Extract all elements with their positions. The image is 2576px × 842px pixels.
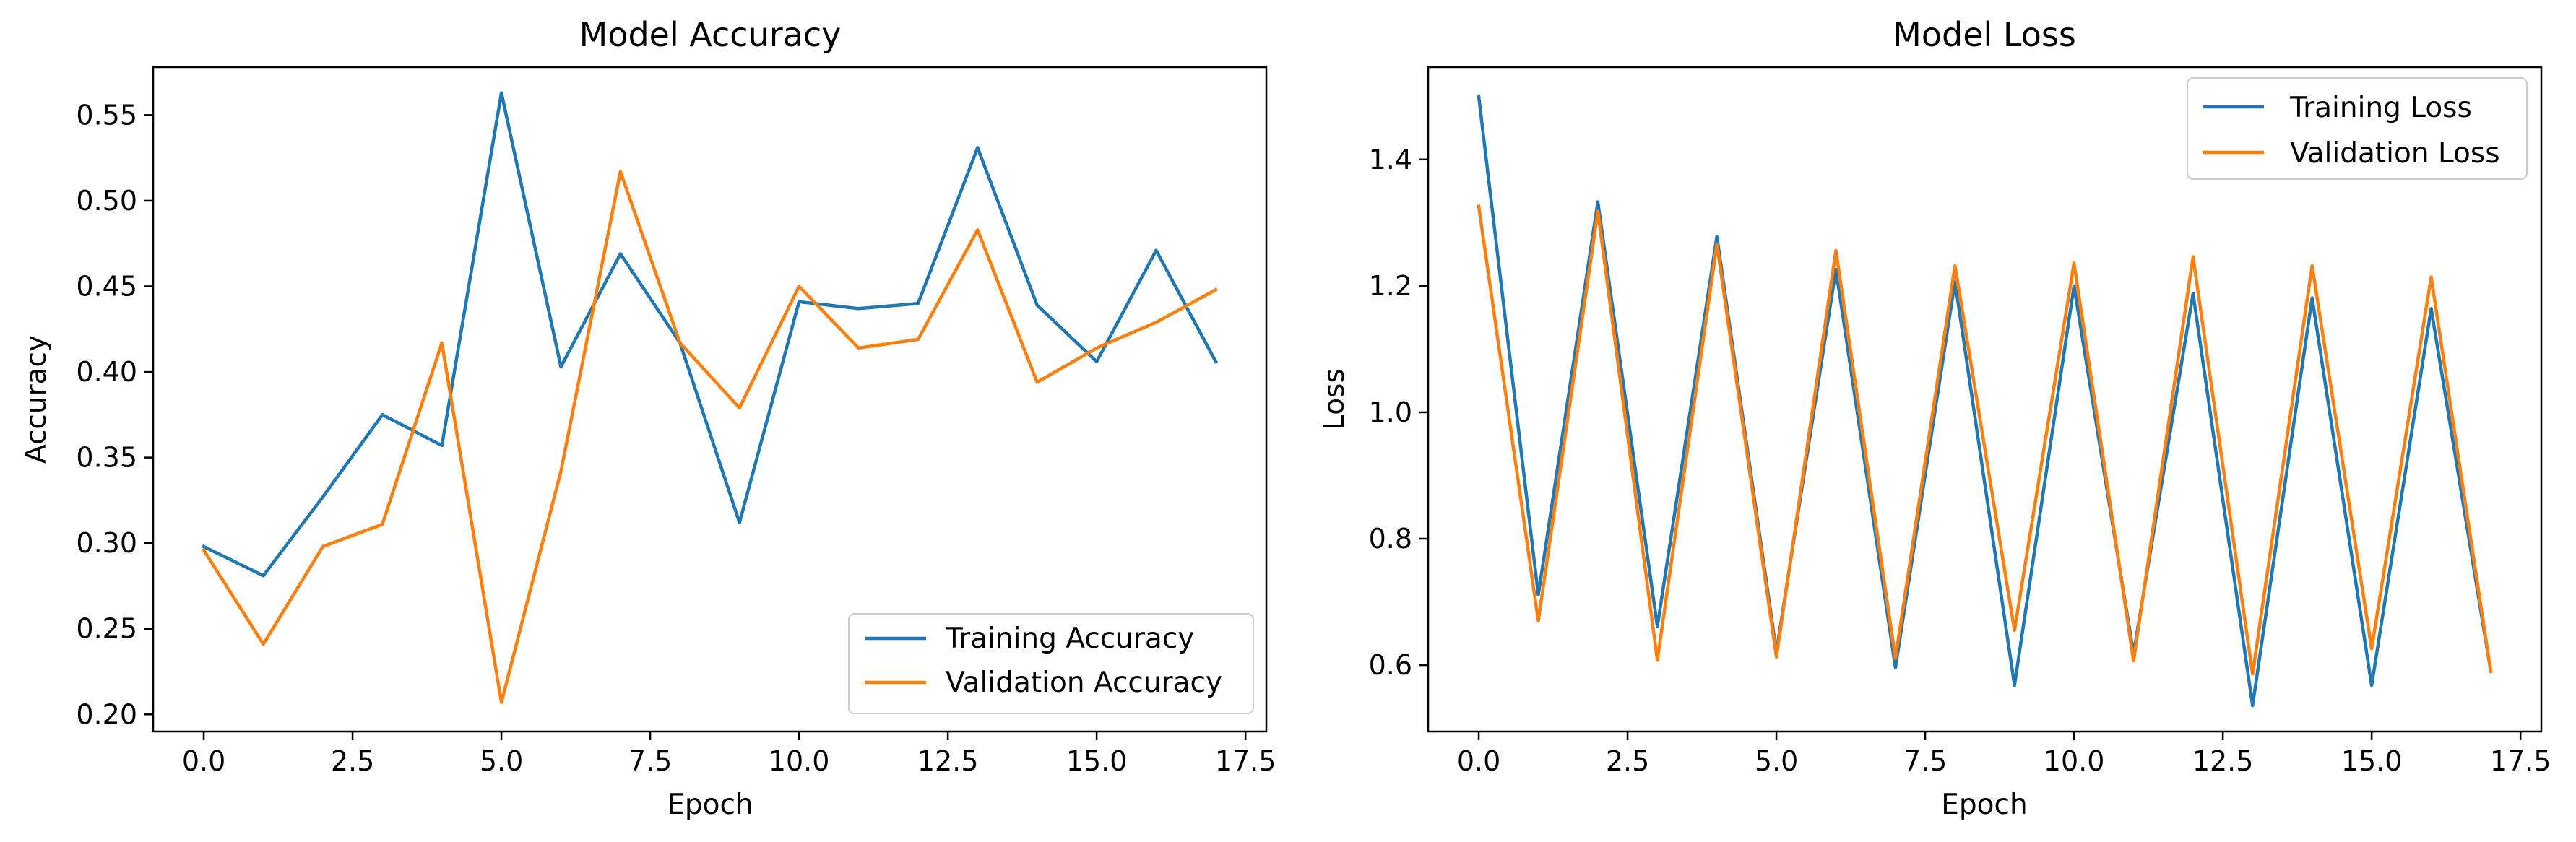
y-tick-label: 0.30: [76, 527, 137, 559]
y-tick-label: 0.45: [76, 271, 137, 303]
y-axis-label: Loss: [1318, 368, 1351, 430]
y-tick-label: 0.20: [76, 698, 137, 730]
series-line-validation-loss: [1477, 204, 2493, 676]
y-tick-label: 0.8: [1369, 523, 1412, 555]
y-tick-label: 0.55: [76, 99, 137, 131]
y-tick-label: 1.2: [1369, 270, 1412, 302]
series-line-training-loss: [1477, 94, 2493, 708]
y-tick-label: 0.50: [76, 185, 137, 217]
y-tick-label: 0.25: [76, 613, 137, 645]
axis-ticks: 0.0 2.5 5.0 7.5 10.0 12.5 15.0 17.5 0.20 0.25 0.30…: [76, 99, 1276, 777]
x-tick-label: 0.0: [182, 745, 225, 777]
x-tick-label: 17.5: [2490, 745, 2551, 777]
x-tick-label: 2.5: [1606, 745, 1649, 777]
legend-label-training-accuracy: Training Accuracy: [945, 622, 1194, 655]
chart-title: Model Accuracy: [579, 15, 842, 54]
loss-chart: Model Loss Epoch Loss 0.0 2.5 5.0 7.5 10.0 12…: [1318, 15, 2551, 821]
legend: Training Loss Validation Loss: [2187, 77, 2528, 180]
axis-ticks: 0.0 2.5 5.0 7.5 10.0 12.5 15.0 17.5 0.6 0.8 1.0 1.2…: [1369, 144, 2551, 777]
legend-label-validation-loss: Validation Loss: [2290, 137, 2500, 170]
x-axis-label: Epoch: [667, 789, 753, 821]
y-tick-label: 0.40: [76, 356, 137, 388]
x-tick-label: 7.5: [628, 745, 672, 777]
series-line-training-accuracy: [201, 91, 1219, 578]
y-tick-label: 0.6: [1369, 649, 1412, 681]
legend-label-training-loss: Training Loss: [2289, 92, 2472, 124]
legend-box: [848, 613, 1254, 714]
accuracy-chart: Model Accuracy Epoch Accuracy 0.0 2.5 5.0 7…: [20, 15, 1276, 821]
legend: Training Accuracy Validation Accuracy: [848, 613, 1254, 714]
x-axis-label: Epoch: [1941, 789, 2027, 821]
plot-frame: [152, 66, 1268, 733]
x-tick-label: 5.0: [1755, 745, 1798, 777]
y-axis-label: Accuracy: [20, 335, 53, 464]
plot-frame: [1427, 66, 2543, 733]
x-tick-label: 15.0: [1066, 745, 1128, 777]
x-tick-label: 7.5: [1903, 745, 1947, 777]
x-tick-label: 17.5: [1215, 745, 1276, 777]
x-tick-label: 0.0: [1457, 745, 1500, 777]
y-tick-label: 1.0: [1369, 396, 1412, 428]
x-tick-label: 12.5: [917, 745, 979, 777]
series-lines: [1477, 94, 2493, 708]
series-line-validation-accuracy: [201, 170, 1219, 704]
x-tick-label: 15.0: [2341, 745, 2403, 777]
y-tick-label: 1.4: [1369, 144, 1412, 175]
chart-title: Model Loss: [1893, 15, 2076, 54]
legend-label-validation-accuracy: Validation Accuracy: [946, 667, 1222, 699]
x-tick-label: 12.5: [2192, 745, 2254, 777]
y-tick-label: 0.35: [76, 442, 137, 474]
x-tick-label: 10.0: [2044, 745, 2105, 777]
x-tick-label: 5.0: [480, 745, 523, 777]
x-tick-label: 10.0: [769, 745, 830, 777]
x-tick-label: 2.5: [331, 745, 374, 777]
legend-box: [2187, 77, 2528, 180]
series-lines: [201, 91, 1219, 704]
